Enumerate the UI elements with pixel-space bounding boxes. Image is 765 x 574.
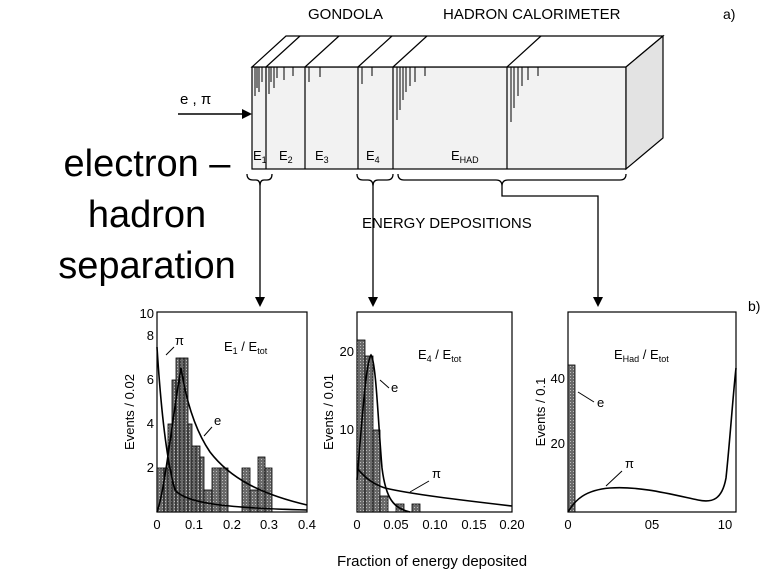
- bar: [203, 489, 213, 513]
- shower-deposits: [254, 67, 539, 122]
- tick-label: 10: [340, 422, 354, 437]
- bar: [183, 357, 189, 513]
- bar: [199, 456, 205, 513]
- tick-label: 10: [140, 306, 154, 321]
- side-title-line2: hadron: [88, 194, 206, 236]
- curve-e-pointer: [379, 379, 390, 389]
- segment-e2-label: E2: [279, 148, 293, 165]
- tick-label: 05: [645, 517, 659, 532]
- curve-e-label: e: [214, 413, 221, 428]
- x-ticks: 0 0.05 0.10 0.15 0.20: [353, 517, 524, 532]
- bar: [567, 364, 576, 513]
- bars: [156, 357, 273, 513]
- gondola-label: GONDOLA: [308, 6, 383, 23]
- curve-pi-pointer: [605, 470, 623, 487]
- segment-ehad-label: EHAD: [451, 148, 479, 165]
- bar: [411, 503, 421, 513]
- tick-label: 0.05: [383, 517, 408, 532]
- panel-b-label: b): [748, 298, 760, 314]
- x-ticks: 0 0.1 0.2 0.3 0.4: [153, 517, 316, 532]
- tick-label: 20: [340, 344, 354, 359]
- tick-label: 0.1: [185, 517, 203, 532]
- tick-label: 0: [153, 517, 160, 532]
- tick-label: 0.3: [260, 517, 278, 532]
- curve-pi: [356, 467, 513, 507]
- side-title-line1: electron –: [64, 143, 232, 185]
- y-ticks: 20 40: [551, 371, 565, 451]
- segment-e4-label: E4: [366, 148, 380, 165]
- plot-title: EHad / Etot: [614, 347, 669, 364]
- segment-e3-label: E3: [315, 148, 329, 165]
- plot-frame: [156, 311, 308, 513]
- plot-frame: [567, 311, 737, 513]
- curve-e: [356, 353, 411, 513]
- energy-depositions-label: ENERGY DEPOSITIONS: [362, 215, 532, 232]
- tick-label: 10: [718, 517, 732, 532]
- calorimeter-block: [250, 34, 665, 171]
- side-title-line3: separation: [58, 245, 235, 287]
- curve-pi: [567, 367, 737, 513]
- bar: [241, 467, 251, 513]
- y-axis-label: Events / 0.02: [122, 374, 137, 450]
- curve-e: [156, 367, 308, 513]
- tick-label: 0.10: [422, 517, 447, 532]
- bar: [372, 429, 381, 513]
- panel-a-label: a): [723, 6, 735, 22]
- tick-label: 2: [147, 460, 154, 475]
- tick-label: 40: [551, 371, 565, 386]
- segment-braces: [246, 173, 627, 187]
- y-axis-label: Events / 0.01: [321, 374, 336, 450]
- curve-pi-label: π: [175, 333, 184, 348]
- tick-label: 4: [147, 416, 154, 431]
- curve-e-label: e: [391, 380, 398, 395]
- arrow-to-ehad-plot: [501, 186, 603, 307]
- tick-label: 0.4: [298, 517, 316, 532]
- bars: [567, 364, 576, 513]
- x-axis-common-label: Fraction of energy deposited: [337, 553, 527, 570]
- tick-label: 0.2: [223, 517, 241, 532]
- bars: [356, 339, 421, 513]
- histogram-e4: e π E4 / Etot Events / 0.01 0 0.05 0.10 …: [321, 311, 525, 532]
- curve-pi-label: π: [432, 466, 441, 481]
- tick-label: 6: [147, 372, 154, 387]
- tick-label: 8: [147, 328, 154, 343]
- histogram-ehad: e π EHad / Etot Events / 0.1 0 05 10 20 …: [533, 311, 737, 532]
- y-ticks: 2 4 6 8 10: [140, 306, 154, 475]
- tick-label: 0: [353, 517, 360, 532]
- curve-pi-label: π: [625, 456, 634, 471]
- curve-e-pointer: [203, 426, 213, 437]
- curve-pi-pointer: [165, 346, 175, 356]
- bar: [379, 495, 389, 513]
- curve-pi-pointer: [409, 480, 430, 493]
- tick-label: 0: [564, 517, 571, 532]
- bar: [191, 445, 197, 513]
- curve-pi: [156, 346, 308, 511]
- histogram-e1: e π E1 / Etot Events / 0.02 0 0.1 0.2 0.…: [122, 306, 316, 532]
- y-axis-label: Events / 0.1: [533, 378, 548, 447]
- segment-e1-label: E1: [253, 148, 267, 165]
- curve-e-label: e: [597, 395, 604, 410]
- bar: [257, 456, 266, 513]
- bar: [264, 467, 273, 513]
- y-ticks: 10 20: [340, 344, 354, 437]
- plot-title: E4 / Etot: [418, 347, 462, 364]
- x-ticks: 0 05 10: [564, 517, 732, 532]
- hadron-calorimeter-label: HADRON CALORIMETER: [443, 6, 621, 23]
- beam-label: e , π: [180, 91, 211, 108]
- plot-title: E1 / Etot: [224, 339, 268, 356]
- tick-label: 20: [551, 436, 565, 451]
- tick-label: 0.20: [499, 517, 524, 532]
- curve-e-pointer: [577, 391, 595, 403]
- tick-label: 0.15: [461, 517, 486, 532]
